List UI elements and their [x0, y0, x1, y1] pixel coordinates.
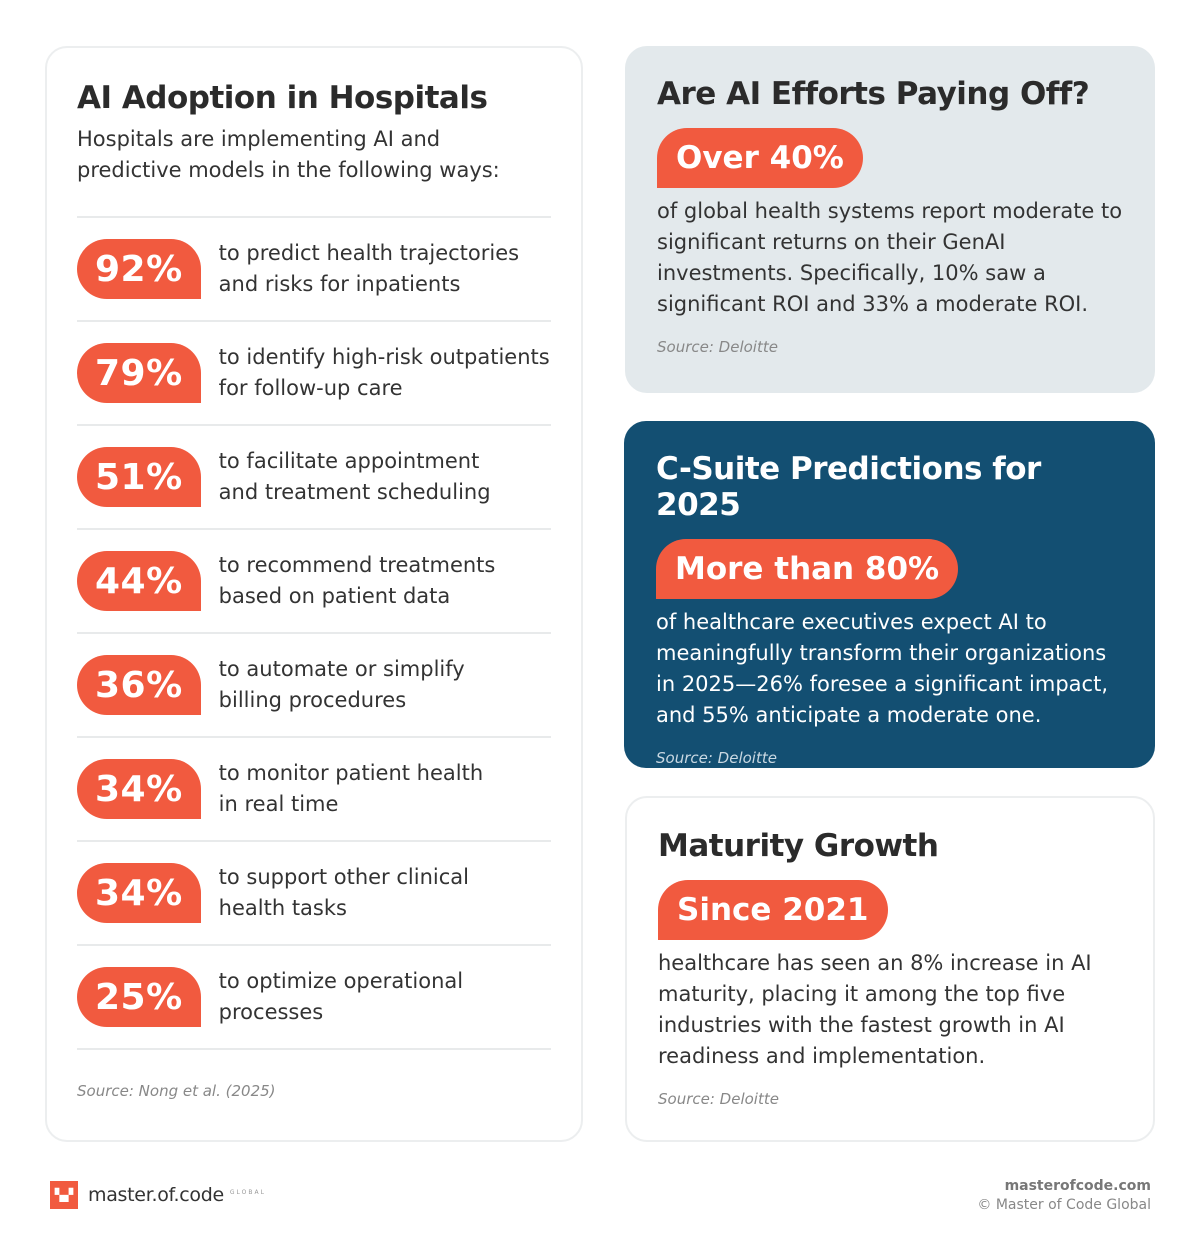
percent-badge: 92%: [77, 239, 201, 299]
card-subtitle: Hospitals are implementing AI and predic…: [77, 127, 500, 182]
list-item: 44% to recommend treatments based on pati…: [77, 530, 551, 634]
site-url: masterofcode.com: [1004, 1178, 1151, 1194]
brand-logo: ▚▞ master.of.code GLOBAL: [50, 1181, 266, 1209]
percent-badge: 34%: [77, 863, 201, 923]
card-text: of global health systems report moderate…: [657, 199, 1123, 316]
logo-text: master.of.code: [88, 1184, 224, 1206]
highlight-badge: More than 80%: [656, 539, 959, 599]
item-text: to optimize operational processes: [218, 969, 464, 1024]
card-title: Are AI Efforts Paying Off?: [657, 76, 1090, 112]
list-item: 51% to facilitate appointment and treatme…: [77, 426, 551, 530]
percent-badge: 44%: [77, 551, 201, 611]
item-text: to facilitate appointment and treatment …: [218, 449, 491, 504]
list-item: 34% to support other clinical health task…: [77, 842, 551, 946]
percent-badge: 79%: [77, 343, 201, 403]
footer-credits: masterofcode.com © Master of Code Global: [977, 1177, 1151, 1215]
maturity-card: Maturity Growth Since 2021 healthcare ha…: [625, 796, 1155, 1142]
highlight-badge: Since 2021: [658, 880, 888, 940]
list-item: 79% to identify high-risk outpatients for…: [77, 322, 551, 426]
item-text: to predict health trajectories and risks…: [218, 241, 520, 296]
card-text: healthcare has seen an 8% increase in AI…: [658, 951, 1092, 1068]
item-text: to recommend treatments based on patient…: [218, 553, 496, 608]
card-text: of healthcare executives expect AI to me…: [656, 610, 1109, 727]
percent-badge: 36%: [77, 655, 201, 715]
source-note: Source: Deloitte: [658, 1090, 779, 1108]
copyright: © Master of Code Global: [977, 1197, 1151, 1213]
csuite-card: C-Suite Predictions for 2025 More than 8…: [624, 421, 1155, 768]
item-text: to monitor patient health in real time: [218, 761, 484, 816]
source-note: Source: Nong et al. (2025): [77, 1082, 276, 1100]
logo-mark-icon: ▚▞: [50, 1181, 78, 1209]
list-item: 25% to optimize operational processes: [77, 946, 551, 1050]
highlight-badge: Over 40%: [657, 128, 863, 188]
ai-adoption-card: AI Adoption in Hospitals Hospitals are i…: [45, 46, 583, 1142]
source-note: Source: Deloitte: [657, 338, 778, 356]
item-text: to identify high-risk outpatients for fo…: [218, 345, 550, 400]
roi-card: Are AI Efforts Paying Off? Over 40% of g…: [625, 46, 1155, 393]
item-text: to support other clinical health tasks: [218, 865, 469, 920]
adoption-list: 92% to predict health trajectories and ri…: [77, 216, 551, 1050]
item-text: to automate or simplify billing procedur…: [218, 657, 465, 712]
logo-subtext: GLOBAL: [229, 1188, 266, 1196]
list-item: 92% to predict health trajectories and ri…: [77, 218, 551, 322]
percent-badge: 51%: [77, 447, 201, 507]
list-item: 34% to monitor patient health in real tim…: [77, 738, 551, 842]
percent-badge: 25%: [77, 967, 201, 1027]
source-note: Source: Deloitte: [656, 749, 777, 767]
card-title: Maturity Growth: [658, 828, 939, 864]
card-title: C-Suite Predictions for 2025: [656, 451, 1041, 523]
percent-badge: 34%: [77, 759, 201, 819]
card-title: AI Adoption in Hospitals: [77, 80, 488, 116]
list-item: 36% to automate or simplify billing proce…: [77, 634, 551, 738]
